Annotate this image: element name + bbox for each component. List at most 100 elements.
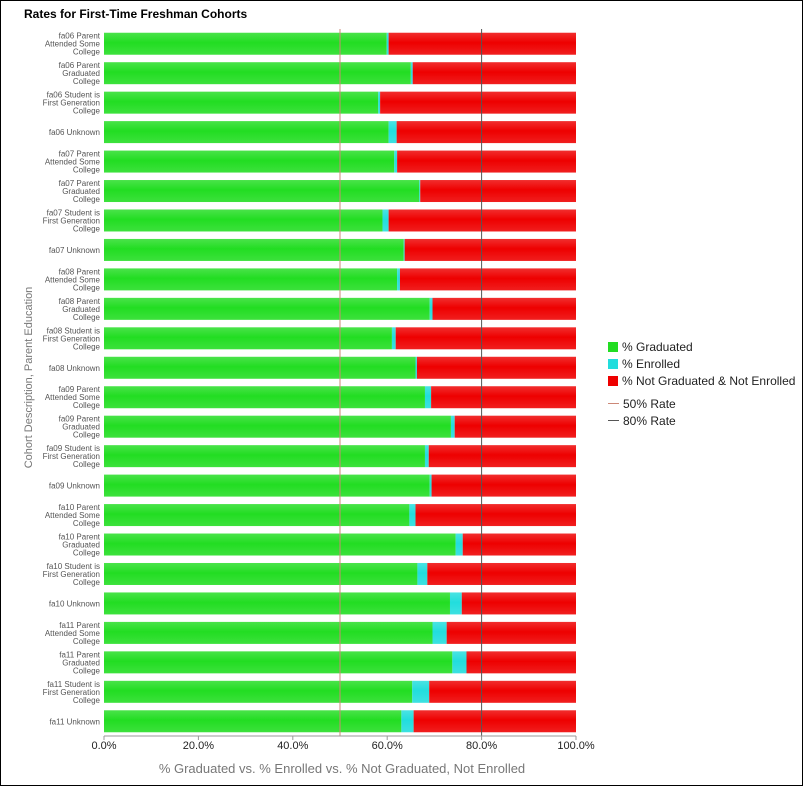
y-category-label-10-line-3: College	[73, 313, 101, 322]
y-category-label-17: fa10 Parent Attended Some College	[45, 503, 101, 528]
y-category-label-10: fa08 Parent Graduated College	[59, 297, 101, 322]
bar-segment-1-1	[104, 32, 387, 55]
y-category-label-1-line-3: College	[73, 48, 101, 57]
y-category-label-19-line-1: fa10 Student is	[47, 562, 100, 571]
y-category-label-24: fa11 Unknown	[49, 717, 100, 726]
y-category-label-2-line-1: fa06 Parent	[59, 61, 101, 70]
y-category-label-10-line-2: Graduated	[62, 305, 100, 314]
y-category-label-17-line-1: fa10 Parent	[59, 503, 101, 512]
y-category-label-11-line-1: fa08 Student is	[47, 326, 100, 335]
bar-segment-7-2	[382, 209, 389, 232]
y-category-label-9: fa08 Parent Attended Some College	[45, 267, 101, 292]
bar-segment-19-1	[104, 562, 418, 585]
bar-segment-9-3	[399, 268, 576, 291]
bar-segment-1-2	[386, 32, 389, 55]
bar-segment-18-3	[462, 533, 576, 556]
bar-segment-10-3	[432, 297, 576, 320]
x-axis-title: % Graduated vs. % Enrolled vs. % Not Gra…	[159, 761, 525, 776]
y-category-label-3-line-2: First Generation	[43, 99, 100, 108]
y-category-label-20-line-1: fa10 Unknown	[49, 599, 100, 608]
bar-segment-3-1	[104, 91, 379, 114]
bar-segment-22-3	[466, 651, 576, 674]
y-category-label-8-line-1: fa07 Unknown	[49, 246, 100, 255]
bar-segment-20-2	[449, 592, 462, 615]
y-category-label-6: fa07 Parent Graduated College	[59, 179, 101, 204]
x-tick-label-3: 40.0%	[277, 740, 308, 752]
y-category-label-3-line-3: College	[73, 107, 101, 116]
bar-segment-2-1	[104, 62, 411, 85]
bar-segment-14-2	[450, 415, 455, 438]
bar-segment-18-1	[104, 533, 456, 556]
y-category-label-4-line-1: fa06 Unknown	[49, 128, 100, 137]
bar-segment-12-2	[415, 356, 417, 379]
bar-segment-24-1	[104, 710, 402, 733]
y-category-label-15-line-3: College	[73, 460, 101, 469]
bar-segment-13-1	[104, 386, 425, 409]
y-category-label-5-line-2: Attended Some	[45, 158, 101, 167]
y-category-label-19-line-2: First Generation	[43, 570, 100, 579]
bar-segment-11-3	[395, 327, 576, 350]
bar-segment-2-3	[412, 62, 576, 85]
legend: % Graduated % Enrolled % Not Graduated &…	[608, 338, 795, 429]
bar-segment-13-2	[424, 386, 432, 409]
bar-segment-3-2	[378, 91, 381, 114]
bar-segment-8-3	[404, 238, 576, 261]
legend-swatch-not-graduated	[608, 375, 618, 386]
y-category-label-20: fa10 Unknown	[49, 599, 100, 608]
y-category-label-21-line-2: Attended Some	[45, 629, 101, 638]
legend-item-80-rate[interactable]: 80% Rate	[608, 412, 795, 429]
bar-segment-6-2	[419, 180, 421, 203]
bar-segment-4-3	[396, 121, 576, 144]
bar-segment-4-1	[104, 121, 389, 144]
bar-segment-14-3	[454, 415, 576, 438]
legend-item-not-graduated[interactable]: % Not Graduated & Not Enrolled	[608, 372, 795, 389]
bar-segment-17-1	[104, 504, 410, 527]
bar-segment-5-1	[104, 150, 395, 173]
y-category-label-3-line-1: fa06 Student is	[47, 91, 100, 100]
bar-segment-15-1	[104, 445, 425, 468]
y-category-label-21-line-3: College	[73, 637, 101, 646]
bar-segment-6-3	[420, 180, 576, 203]
bar-segment-12-3	[416, 356, 576, 379]
bar-segment-11-2	[391, 327, 396, 350]
y-category-label-18-line-1: fa10 Parent	[59, 533, 101, 542]
y-category-label-6-line-1: fa07 Parent	[59, 179, 101, 188]
y-category-label-11-line-3: College	[73, 342, 101, 351]
x-tick-label-5: 80.0%	[466, 740, 497, 752]
legend-swatch-enrolled	[608, 358, 618, 369]
y-category-label-13: fa09 Parent Attended Some College	[45, 385, 101, 410]
y-category-label-16: fa09 Unknown	[49, 482, 100, 491]
y-category-label-5-line-3: College	[73, 166, 101, 175]
y-category-label-18: fa10 Parent Graduated College	[59, 533, 101, 558]
y-category-label-7-line-3: College	[73, 224, 101, 233]
y-category-label-12: fa08 Unknown	[49, 364, 100, 373]
legend-item-graduated[interactable]: % Graduated	[608, 338, 795, 355]
legend-label-graduated: % Graduated	[622, 339, 693, 354]
x-tick-label-6: 100.0%	[557, 740, 595, 752]
bar-segment-24-2	[401, 710, 414, 733]
y-category-label-1: fa06 Parent Attended Some College	[45, 32, 101, 57]
y-category-label-13-line-2: Attended Some	[45, 393, 101, 402]
bar-segment-14-1	[104, 415, 451, 438]
y-category-label-13-line-3: College	[73, 401, 101, 410]
y-category-label-9-line-1: fa08 Parent	[59, 267, 101, 276]
y-category-label-6-line-2: Graduated	[62, 187, 100, 196]
x-tick-label-1: 0.0%	[91, 740, 116, 752]
bar-segment-10-1	[104, 297, 430, 320]
bar-segment-19-3	[427, 562, 576, 585]
bar-segment-21-1	[104, 621, 433, 644]
bar-segment-9-1	[104, 268, 398, 291]
bar-segment-15-2	[424, 445, 429, 468]
bar-segment-4-2	[388, 121, 397, 144]
bar-segment-24-3	[413, 710, 576, 733]
legend-item-enrolled[interactable]: % Enrolled	[608, 355, 795, 372]
legend-swatch-graduated	[608, 341, 618, 352]
legend-item-50-rate[interactable]: 50% Rate	[608, 395, 795, 412]
y-category-label-21-line-1: fa11 Parent	[59, 621, 101, 630]
y-category-label-1-line-2: Attended Some	[45, 40, 101, 49]
y-category-label-8: fa07 Unknown	[49, 246, 100, 255]
y-category-label-9-line-2: Attended Some	[45, 275, 101, 284]
bar-segment-16-3	[431, 474, 576, 497]
